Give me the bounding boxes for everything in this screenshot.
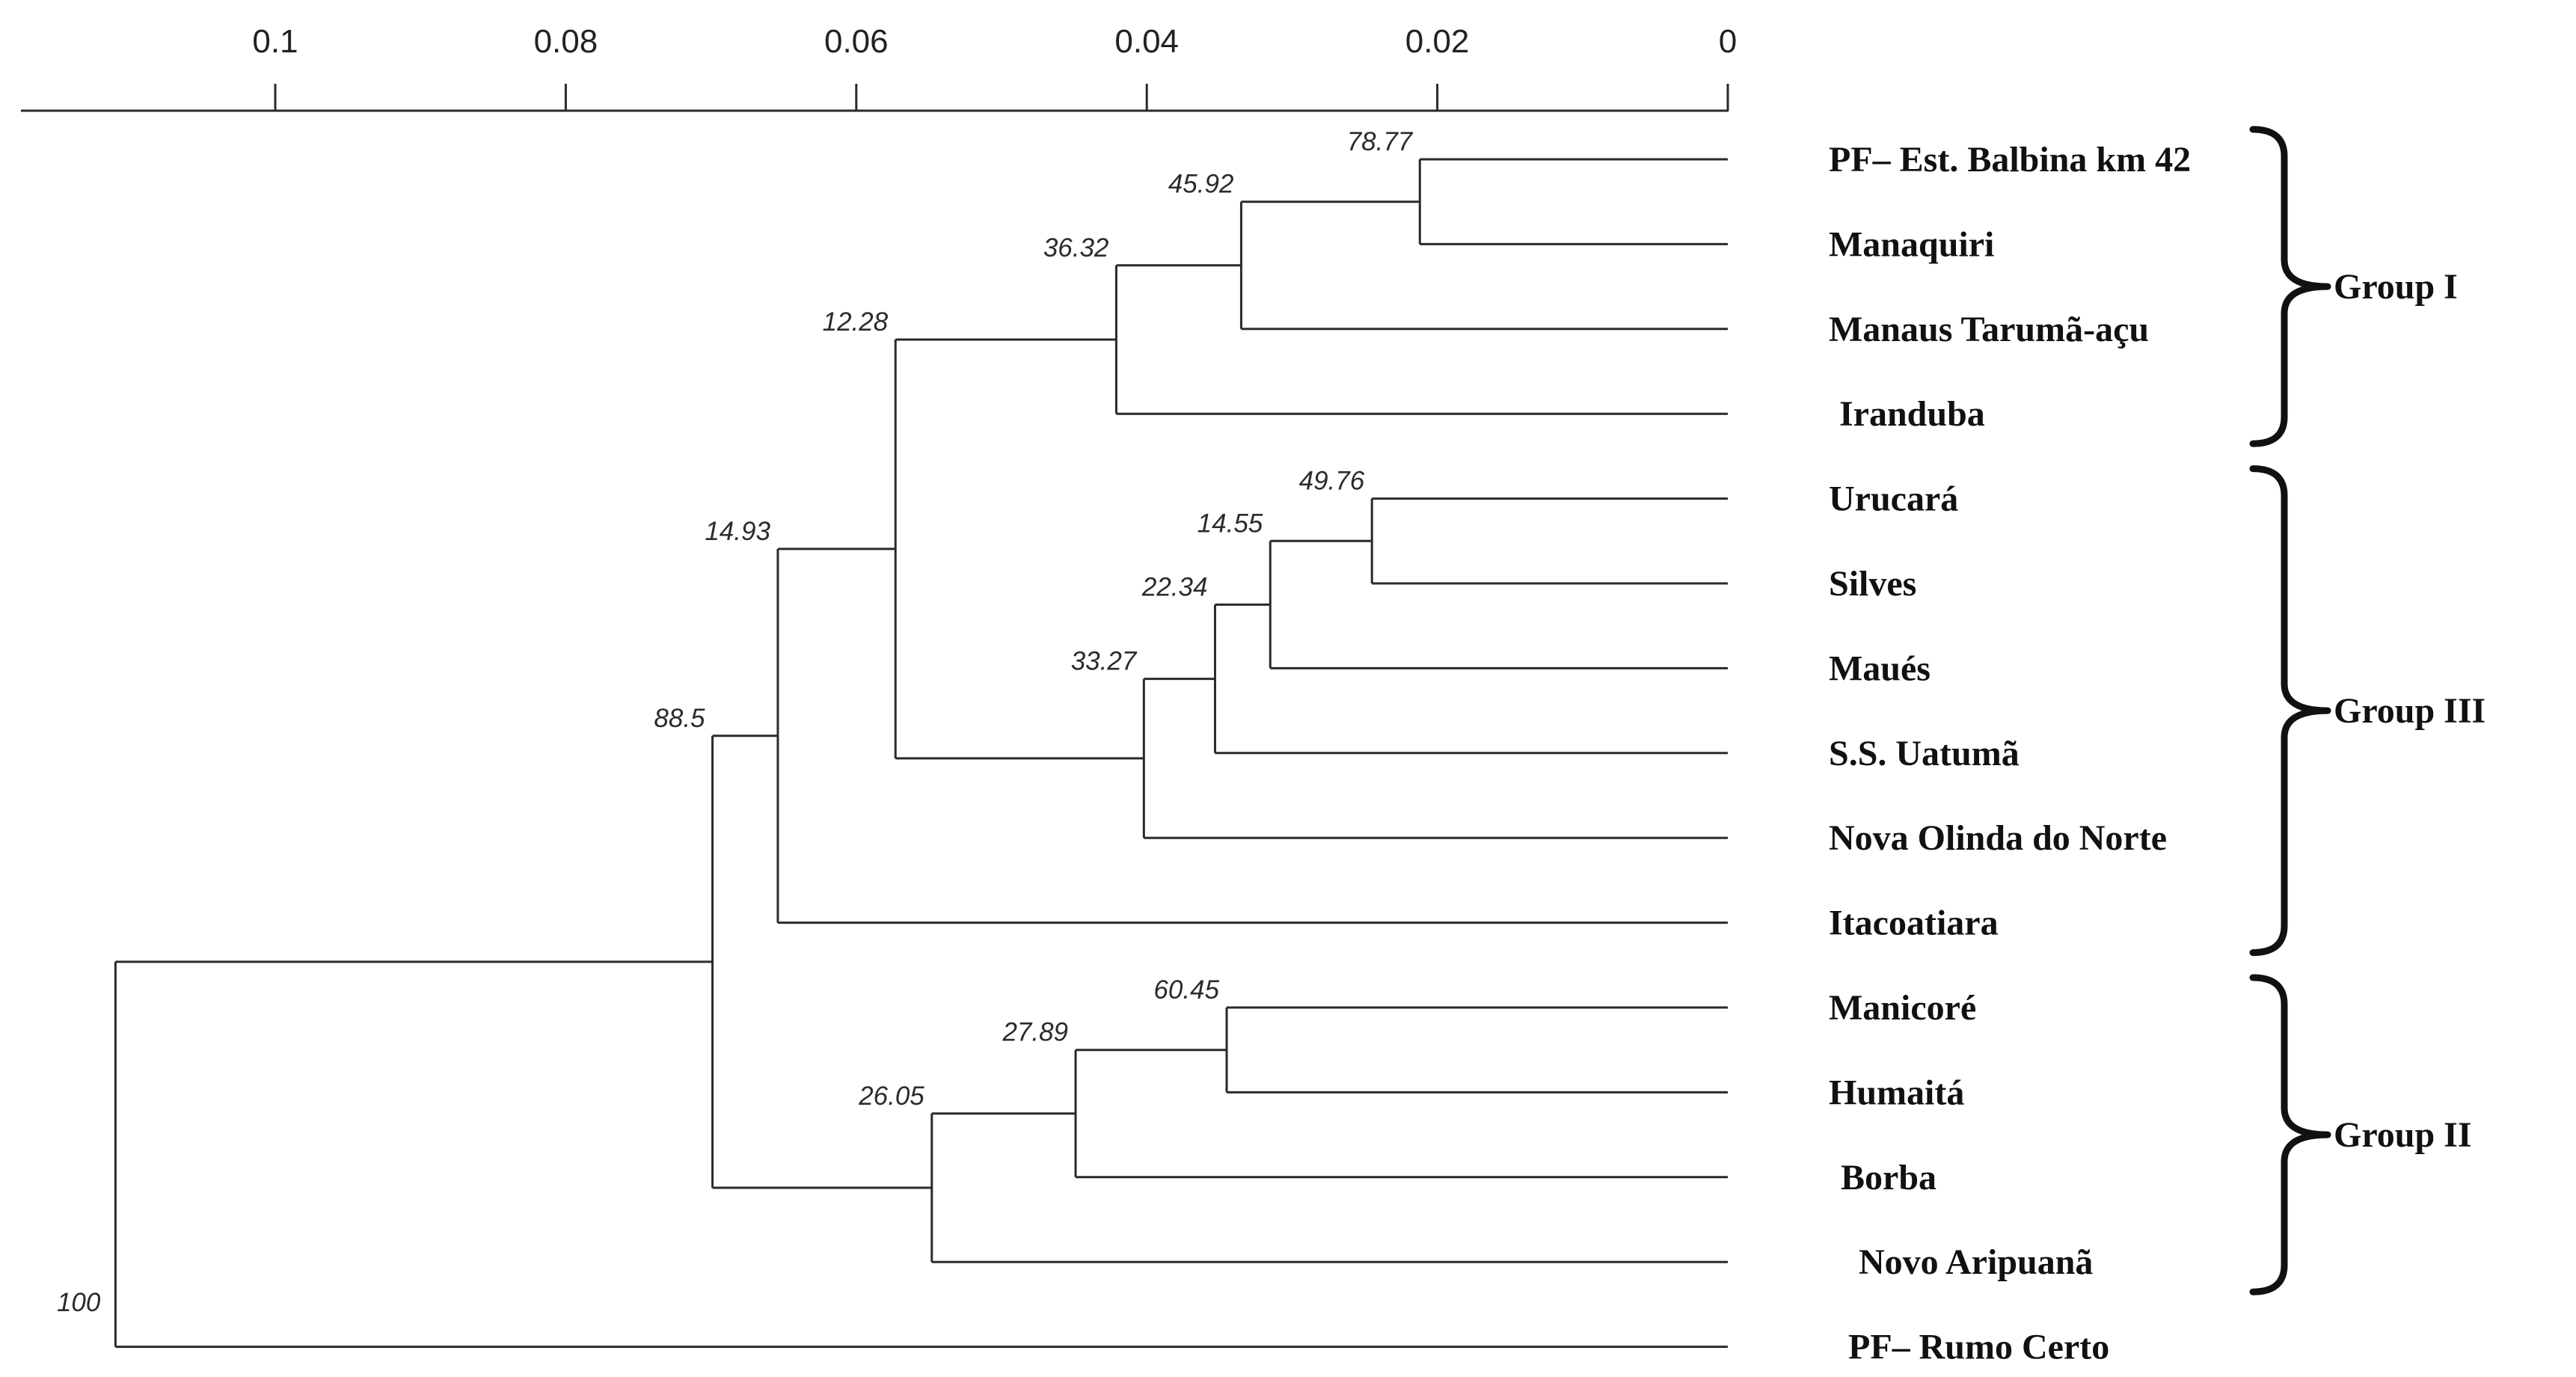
bootstrap-value: 12.28 [823,307,889,337]
leaf-label: Borba [1841,1158,1936,1197]
leaf-label: Silves [1829,564,1916,604]
bootstrap-value: 14.55 [1197,509,1263,538]
group-brace [2249,465,2331,957]
leaf-label: Nova Olinda do Norte [1829,818,2167,858]
bootstrap-value: 49.76 [1299,467,1365,496]
leaf-label: Humaitá [1829,1073,1964,1112]
leaf-label: Manicoré [1829,988,1976,1028]
bootstrap-value: 22.34 [1141,572,1208,601]
axis-tick-label: 0.04 [1114,23,1179,60]
group-brackets: Group I Group III Group II [2249,126,2485,1295]
leaf-label: PF– Est. Balbina km 42 [1829,140,2191,180]
group-label: Group III [2334,691,2485,731]
bootstrap-value: 100 [57,1288,101,1317]
leaf-label: S.S. Uatumã [1829,734,2020,773]
bootstrap-value: 78.77 [1347,127,1414,156]
leaf-labels: PF– Est. Balbina km 42 Manaquiri Manaus Ta… [1829,140,2191,1367]
bootstrap-value: 60.45 [1153,975,1219,1005]
bootstrap-value: 45.92 [1168,170,1234,199]
group-label: Group I [2334,267,2458,307]
axis-tick-label: 0 [1719,23,1737,60]
bootstrap-labels: 78.77 45.92 36.32 49.76 14.55 22.34 33.27 12.28… [57,127,1414,1317]
leaf-label: Maués [1829,648,1931,688]
leaf-label: Urucará [1829,479,1958,519]
leaf-label: Novo Aripuanã [1859,1242,2093,1282]
leaf-label: Manaus Tarumã-açu [1829,310,2149,349]
axis-tick-label: 0.06 [824,23,889,60]
axis-tick-label: 0.1 [252,23,298,60]
bootstrap-value: 88.5 [654,704,705,733]
axis-tick-label: 0.08 [534,23,598,60]
leaf-label: Iranduba [1839,394,1985,434]
tree-branches [114,158,1728,1349]
axis-tick-label: 0.02 [1405,23,1470,60]
bootstrap-value: 26.05 [858,1082,924,1111]
leaf-label: PF– Rumo Certo [1848,1328,2109,1367]
bootstrap-value: 36.32 [1043,233,1109,263]
group-brace [2249,974,2331,1295]
bootstrap-value: 27.89 [1002,1018,1068,1047]
group-label: Group II [2334,1115,2472,1155]
leaf-label: Itacoatiara [1829,904,1999,943]
leaf-label: Manaquiri [1829,224,1994,264]
group-brace [2249,126,2331,447]
bootstrap-value: 33.27 [1071,647,1138,676]
distance-axis: 0.1 0.08 0.06 0.04 0.02 0 [21,23,1737,112]
bootstrap-value: 14.93 [705,517,770,546]
